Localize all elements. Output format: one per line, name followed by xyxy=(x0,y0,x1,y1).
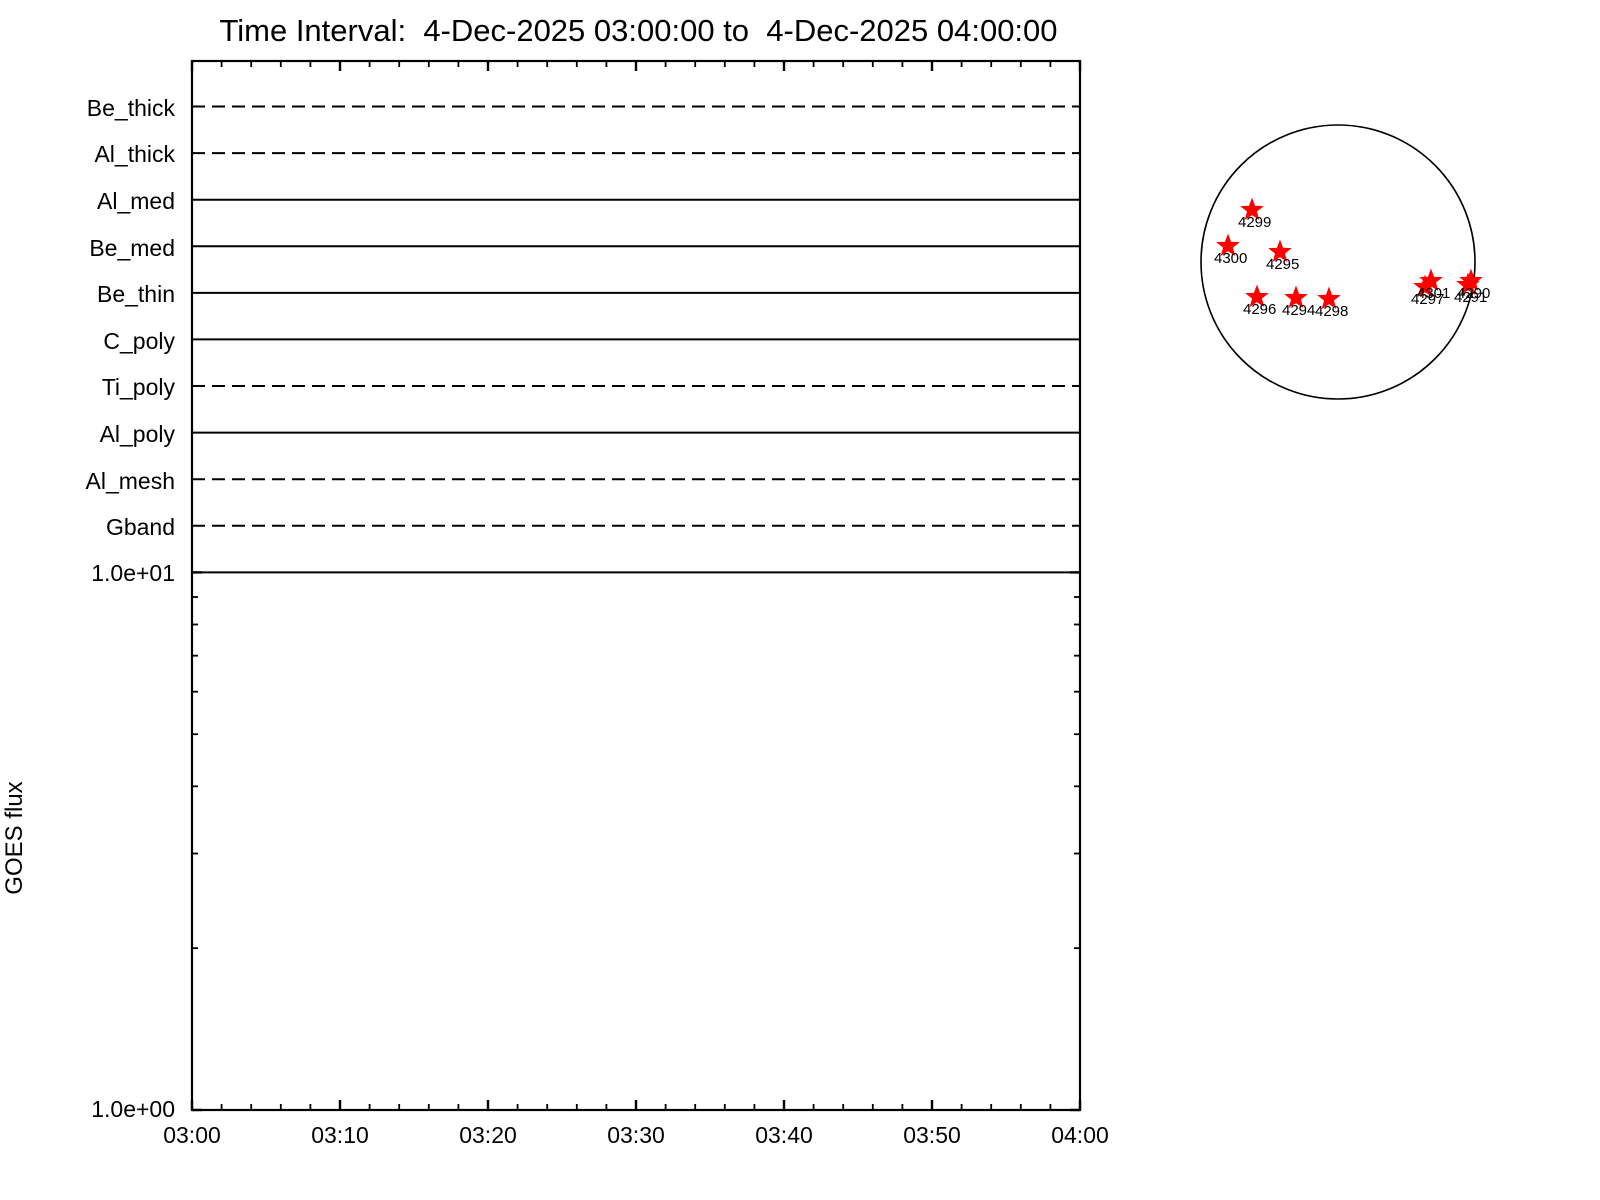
svg-text:4291: 4291 xyxy=(1454,289,1487,306)
svg-text:4300: 4300 xyxy=(1214,250,1247,267)
svg-text:4294: 4294 xyxy=(1282,302,1315,319)
svg-text:4296: 4296 xyxy=(1243,301,1276,318)
svg-text:4297: 4297 xyxy=(1411,291,1444,308)
svg-text:4298: 4298 xyxy=(1315,303,1348,320)
svg-text:4299: 4299 xyxy=(1238,214,1271,231)
svg-text:4295: 4295 xyxy=(1266,256,1299,273)
